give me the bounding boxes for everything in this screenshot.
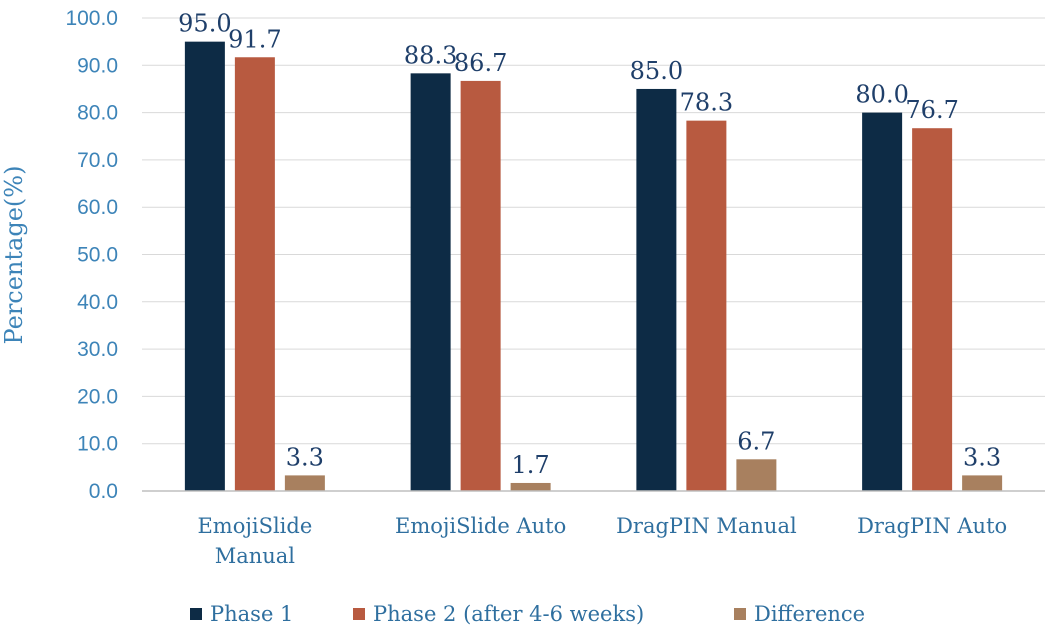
legend: Phase 1 Phase 2 (after 4-6 weeks) Differen… — [190, 602, 865, 626]
bar-difference — [284, 475, 325, 491]
category-label: EmojiSlide Auto — [395, 514, 566, 538]
bars — [184, 41, 1003, 492]
data-label: 3.3 — [286, 443, 324, 471]
bar-difference — [736, 459, 777, 491]
y-tick-label: 50.0 — [77, 244, 118, 267]
y-axis-ticks: 0.0 10.0 20.0 30.0 40.0 50.0 60.0 70.0 80.0 90.0 1… — [65, 7, 118, 503]
gridlines — [142, 17, 1045, 445]
data-labels: 95.091.7 3.3 88.386.7 1.7 85.0 78.3 6.7 80.076.… — [178, 10, 1001, 479]
y-tick-label: 40.0 — [77, 291, 118, 314]
legend-swatch — [190, 608, 202, 620]
category-label: DragPIN Manual — [616, 514, 797, 538]
y-tick-label: 0.0 — [89, 480, 118, 503]
data-label: 1.7 — [512, 451, 550, 479]
data-label: 86.7 — [454, 49, 507, 77]
bar-phase-1 — [862, 112, 903, 491]
bar-phase-1 — [636, 88, 677, 491]
y-tick-label: 30.0 — [77, 338, 118, 361]
legend-entry: Difference — [754, 602, 865, 626]
bar-phase-1 — [410, 73, 451, 491]
data-label: 78.3 — [680, 89, 733, 117]
data-label: 95.0 — [178, 10, 231, 38]
y-tick-label: 20.0 — [77, 385, 118, 408]
legend-entry: Phase 2 (after 4-6 weeks) — [373, 602, 644, 626]
y-tick-label: 10.0 — [77, 433, 118, 456]
bar-phase-2-after-4-6-weeks — [460, 80, 501, 491]
data-label: 91.7 — [228, 25, 281, 53]
category-labels: EmojiSlide Manual EmojiSlide Auto DragPIN M… — [197, 514, 1007, 568]
y-tick-label: 90.0 — [77, 54, 118, 77]
bar-difference — [962, 475, 1003, 491]
y-tick-label: 80.0 — [77, 102, 118, 125]
y-tick-label: 100.0 — [65, 7, 118, 30]
legend-swatch — [734, 608, 746, 620]
legend-swatch — [353, 608, 365, 620]
data-label: 3.3 — [963, 443, 1001, 471]
legend-entry: Phase 1 — [210, 602, 293, 626]
y-tick-label: 60.0 — [77, 196, 118, 219]
category-label: Manual — [215, 544, 296, 568]
y-axis-title: Percentage(%) — [0, 166, 28, 345]
category-label: EmojiSlide — [197, 514, 312, 538]
bar-phase-2-after-4-6-weeks — [234, 57, 275, 491]
data-label: 80.0 — [855, 81, 908, 109]
bar-phase-2-after-4-6-weeks — [686, 120, 727, 492]
bar-phase-1 — [184, 41, 225, 492]
bar-difference — [510, 482, 551, 491]
data-label: 76.7 — [905, 96, 958, 124]
bar-phase-2-after-4-6-weeks — [912, 128, 953, 492]
y-tick-label: 70.0 — [77, 149, 118, 172]
data-label: 6.7 — [737, 427, 775, 455]
data-label: 88.3 — [404, 41, 457, 69]
data-label: 85.0 — [630, 57, 683, 85]
category-label: DragPIN Auto — [857, 514, 1007, 538]
